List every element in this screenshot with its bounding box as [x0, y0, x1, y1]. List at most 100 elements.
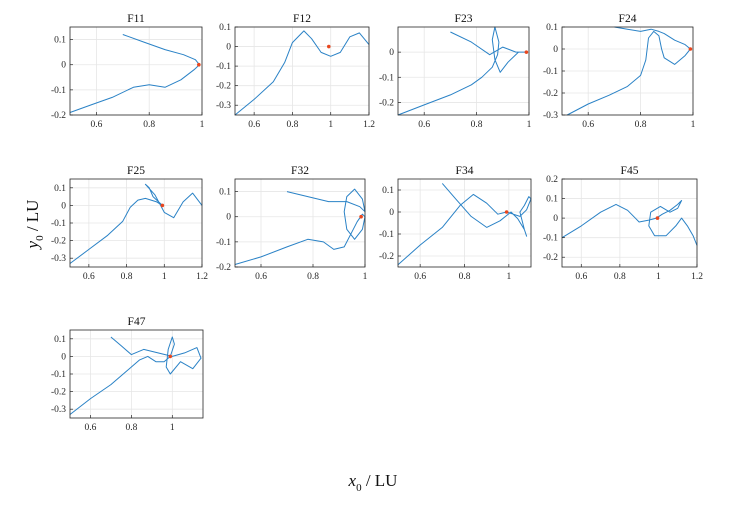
x-tick-label: 1	[328, 120, 333, 130]
y-tick-label: 0.1	[54, 36, 66, 46]
subplot-title: F45	[621, 165, 639, 177]
plot-area	[398, 27, 529, 115]
x-tick-label: 1	[527, 120, 532, 130]
x-tick-label: 0.6	[575, 272, 587, 282]
y-tick-label: 0	[389, 48, 394, 58]
x-tick-label: 1	[200, 120, 205, 130]
y-tick-label: -0.3	[51, 254, 66, 264]
y-tick-label: 0	[226, 213, 231, 223]
x-tick-label: 0.6	[85, 423, 97, 433]
series-line	[234, 188, 366, 265]
series-line	[69, 336, 202, 415]
y-tick-label: 0.1	[546, 23, 558, 33]
x-tick-label: 0.8	[121, 272, 133, 282]
equilibrium-point	[359, 214, 363, 219]
x-tick-label: 1	[162, 272, 167, 282]
subplot-f34: 0.6 0.8 1 -0.2 -0.1 0 0.1 F34	[379, 165, 532, 282]
x-tick-label: 0.8	[471, 120, 483, 130]
x-tick-label: 0.6	[582, 120, 594, 130]
y-tick-label: 0	[226, 43, 231, 53]
subplot-f12: 0.6 0.8 1 1.2 -0.3 -0.2 -0.1 0 0.1 F12	[216, 13, 375, 130]
equilibrium-point	[688, 47, 693, 51]
y-tick-label: -0.3	[51, 405, 66, 415]
equilibrium-point	[197, 62, 201, 67]
x-tick-label: 0.8	[614, 272, 626, 282]
subplot-f25: 0.6 0.8 1 1.2 -0.3 -0.2 -0.1 0 0.1 F25	[51, 165, 208, 282]
y-tick-label: -0.2	[543, 89, 558, 99]
series-line	[397, 183, 532, 266]
subplot-title: F12	[293, 13, 311, 25]
y-tick-label: 0	[389, 208, 394, 218]
y-axis-label-subscript: 0	[34, 235, 46, 241]
x-axis-label-subscript: 0	[356, 482, 362, 494]
y-tick-label: 0	[61, 201, 66, 211]
axes-box	[69, 26, 203, 116]
y-tick-label: -0.1	[543, 234, 558, 244]
y-axis-label: y0 / LU	[23, 200, 46, 251]
x-tick-label: 1	[656, 272, 661, 282]
subplot-title: F34	[456, 165, 474, 177]
y-tick-label: 0	[61, 61, 66, 71]
x-axis-label: x0 / LU	[348, 471, 398, 494]
x-tick-label: 0.8	[286, 120, 298, 130]
x-tick-label: 0.6	[418, 120, 430, 130]
x-tick-label: 1.2	[691, 272, 703, 282]
subplot-f47: 0.6 0.8 1 -0.3 -0.2 -0.1 0 0.1 F47	[51, 316, 204, 433]
series-line	[234, 30, 370, 116]
equilibrium-point	[160, 203, 165, 208]
y-tick-label: 0.1	[54, 184, 66, 194]
series-line	[561, 200, 698, 246]
subplot-title: F25	[127, 165, 145, 177]
y-tick-label: -0.2	[51, 388, 66, 398]
plot-area	[235, 179, 365, 267]
x-tick-label: 1	[506, 272, 511, 282]
plot-area	[562, 179, 697, 267]
equilibrium-point	[327, 44, 331, 49]
x-tick-label: 0.8	[307, 272, 319, 282]
x-tick-label: 1.2	[363, 120, 375, 130]
y-tick-label: -0.3	[543, 111, 558, 121]
y-tick-label: -0.1	[51, 86, 66, 96]
equilibrium-point	[524, 50, 529, 54]
y-tick-label: -0.2	[216, 82, 231, 92]
equilibrium-point	[168, 354, 173, 359]
series-line	[397, 26, 527, 116]
y-tick-label: 0.1	[219, 188, 231, 198]
y-tick-label: -0.1	[379, 230, 394, 240]
y-axis-label-symbol: y	[23, 240, 42, 250]
x-axis-label-unit: / LU	[362, 471, 398, 490]
x-tick-label: 0.8	[459, 272, 471, 282]
y-tick-label: -0.1	[216, 238, 231, 248]
x-tick-label: 1	[691, 120, 696, 130]
x-axis-label-symbol: x	[348, 471, 357, 490]
y-tick-label: 0	[61, 352, 66, 362]
axes-box	[234, 178, 366, 268]
x-tick-label: 0.6	[414, 272, 426, 282]
y-tick-label: -0.2	[379, 98, 394, 108]
subplot-f24: 0.6 0.8 1 -0.3 -0.2 -0.1 0 0.1 F24	[543, 13, 696, 130]
x-tick-label: 0.8	[143, 120, 155, 130]
subplot-title: F11	[127, 13, 145, 25]
subplot-title: F32	[291, 165, 309, 177]
x-tick-label: 0.6	[90, 120, 102, 130]
x-tick-label: 1.2	[196, 272, 208, 282]
y-tick-label: 0	[553, 45, 558, 55]
x-tick-label: 0.8	[125, 423, 137, 433]
y-tick-label: -0.2	[379, 252, 394, 262]
equilibrium-point	[655, 216, 660, 220]
subplot-grid: 0.6 0.8 1 -0.2 -0.1 0 0.1 F11 0.6 0.8 1 1.2 -0.3 -0.2…	[51, 13, 703, 433]
subplot-title: F24	[619, 13, 637, 25]
series-line	[69, 34, 200, 113]
series-line	[566, 26, 691, 116]
y-tick-label: -0.2	[51, 111, 66, 121]
y-tick-label: 0.1	[219, 23, 231, 33]
plot-area	[70, 27, 202, 115]
y-tick-label: -0.1	[51, 219, 66, 229]
y-tick-label: 0.1	[54, 335, 66, 345]
x-tick-label: 0.6	[255, 272, 267, 282]
subplot-title: F47	[128, 316, 146, 328]
subplot-f23: 0.6 0.8 1 -0.2 -0.1 0 F23	[379, 13, 532, 130]
x-tick-label: 0.6	[83, 272, 95, 282]
y-tick-label: -0.3	[216, 101, 231, 111]
